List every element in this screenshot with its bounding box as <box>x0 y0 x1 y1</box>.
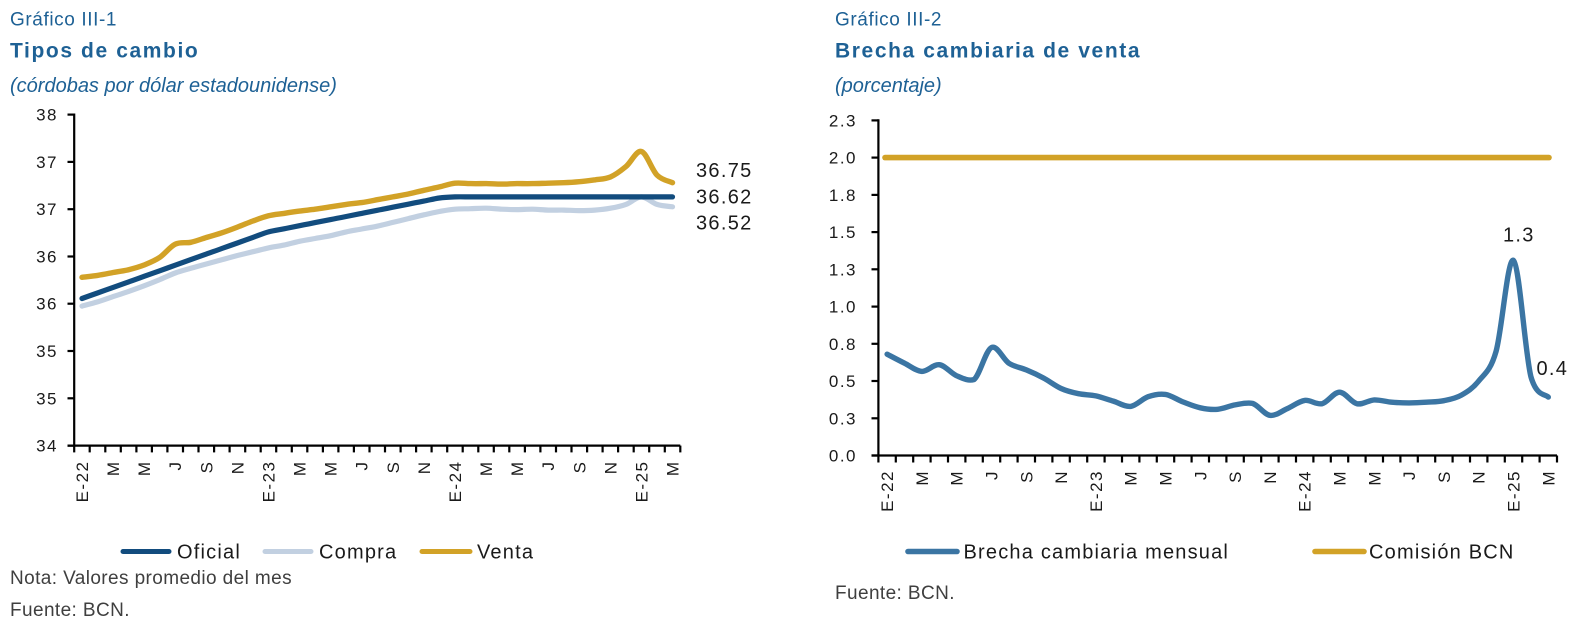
svg-text:M: M <box>913 470 932 486</box>
svg-text:0.8: 0.8 <box>829 335 857 354</box>
svg-text:M: M <box>322 461 341 477</box>
svg-text:Fuente: BCN.: Fuente: BCN. <box>10 600 130 621</box>
svg-text:35: 35 <box>36 389 58 408</box>
svg-text:S: S <box>197 461 216 474</box>
svg-text:Nota: Valores promedio del mes: Nota: Valores promedio del mes <box>10 568 292 589</box>
svg-text:M: M <box>1539 470 1558 486</box>
svg-text:(córdobas por dólar estadounid: (córdobas por dólar estadounidense) <box>10 75 337 97</box>
svg-text:36.52: 36.52 <box>696 213 753 235</box>
svg-text:1.3: 1.3 <box>829 260 857 279</box>
svg-text:0.4: 0.4 <box>1537 358 1569 380</box>
svg-text:1.5: 1.5 <box>829 223 857 242</box>
svg-text:36: 36 <box>36 248 58 267</box>
svg-text:M: M <box>291 461 310 477</box>
svg-text:37: 37 <box>36 200 58 219</box>
svg-text:37: 37 <box>36 153 58 172</box>
svg-text:E-24: E-24 <box>1296 470 1315 512</box>
svg-text:36.75: 36.75 <box>696 160 753 182</box>
svg-text:J: J <box>539 461 558 471</box>
svg-text:0.5: 0.5 <box>829 372 857 391</box>
svg-text:1.3: 1.3 <box>1503 225 1535 247</box>
svg-text:Gráfico III-1: Gráfico III-1 <box>10 10 117 31</box>
svg-text:J: J <box>983 470 1002 480</box>
svg-text:M: M <box>948 470 967 486</box>
svg-text:1.8: 1.8 <box>829 186 857 205</box>
svg-text:N: N <box>1261 470 1280 484</box>
svg-text:J: J <box>353 461 372 471</box>
svg-text:M: M <box>664 461 683 477</box>
svg-text:(porcentaje): (porcentaje) <box>835 75 942 97</box>
svg-text:36: 36 <box>36 295 58 314</box>
svg-text:J: J <box>166 461 185 471</box>
svg-text:N: N <box>1052 470 1071 484</box>
svg-text:M: M <box>135 461 154 477</box>
svg-text:E-22: E-22 <box>878 470 897 512</box>
svg-text:M: M <box>1331 470 1350 486</box>
svg-text:S: S <box>1435 470 1454 483</box>
svg-text:N: N <box>228 461 247 475</box>
svg-text:Comisión BCN: Comisión BCN <box>1369 542 1515 564</box>
svg-text:0.0: 0.0 <box>829 447 857 466</box>
svg-text:Brecha cambiaria de venta: Brecha cambiaria de venta <box>835 40 1141 63</box>
svg-text:Compra: Compra <box>319 542 397 564</box>
svg-text:J: J <box>1191 470 1210 480</box>
svg-text:J: J <box>1400 470 1419 480</box>
svg-text:36.62: 36.62 <box>696 187 753 209</box>
svg-text:E-23: E-23 <box>260 461 279 503</box>
svg-text:Fuente: BCN.: Fuente: BCN. <box>835 583 955 604</box>
svg-text:N: N <box>415 461 434 475</box>
svg-text:Brecha cambiaria mensual: Brecha cambiaria mensual <box>964 542 1230 564</box>
svg-text:2.0: 2.0 <box>829 149 857 168</box>
svg-text:E-25: E-25 <box>1505 470 1524 512</box>
svg-text:M: M <box>1157 470 1176 486</box>
svg-text:M: M <box>477 461 496 477</box>
svg-text:Tipos de cambio: Tipos de cambio <box>10 40 199 63</box>
svg-text:M: M <box>1365 470 1384 486</box>
svg-text:Gráfico III-2: Gráfico III-2 <box>835 10 942 31</box>
svg-text:E-23: E-23 <box>1087 470 1106 512</box>
svg-text:Venta: Venta <box>477 542 534 564</box>
svg-text:0.3: 0.3 <box>829 409 857 428</box>
svg-text:Oficial: Oficial <box>177 542 241 564</box>
svg-text:S: S <box>1017 470 1036 483</box>
svg-text:1.0: 1.0 <box>829 298 857 317</box>
svg-text:S: S <box>384 461 403 474</box>
svg-text:M: M <box>1122 470 1141 486</box>
svg-text:35: 35 <box>36 342 58 361</box>
svg-text:34: 34 <box>36 437 58 456</box>
svg-text:S: S <box>1226 470 1245 483</box>
svg-text:N: N <box>601 461 620 475</box>
svg-text:2.3: 2.3 <box>829 111 857 130</box>
svg-text:E-25: E-25 <box>632 461 651 503</box>
svg-text:M: M <box>508 461 527 477</box>
svg-text:38: 38 <box>36 106 58 125</box>
svg-text:N: N <box>1470 470 1489 484</box>
svg-text:M: M <box>104 461 123 477</box>
svg-text:E-22: E-22 <box>73 461 92 503</box>
svg-text:S: S <box>570 461 589 474</box>
svg-text:E-24: E-24 <box>446 461 465 503</box>
